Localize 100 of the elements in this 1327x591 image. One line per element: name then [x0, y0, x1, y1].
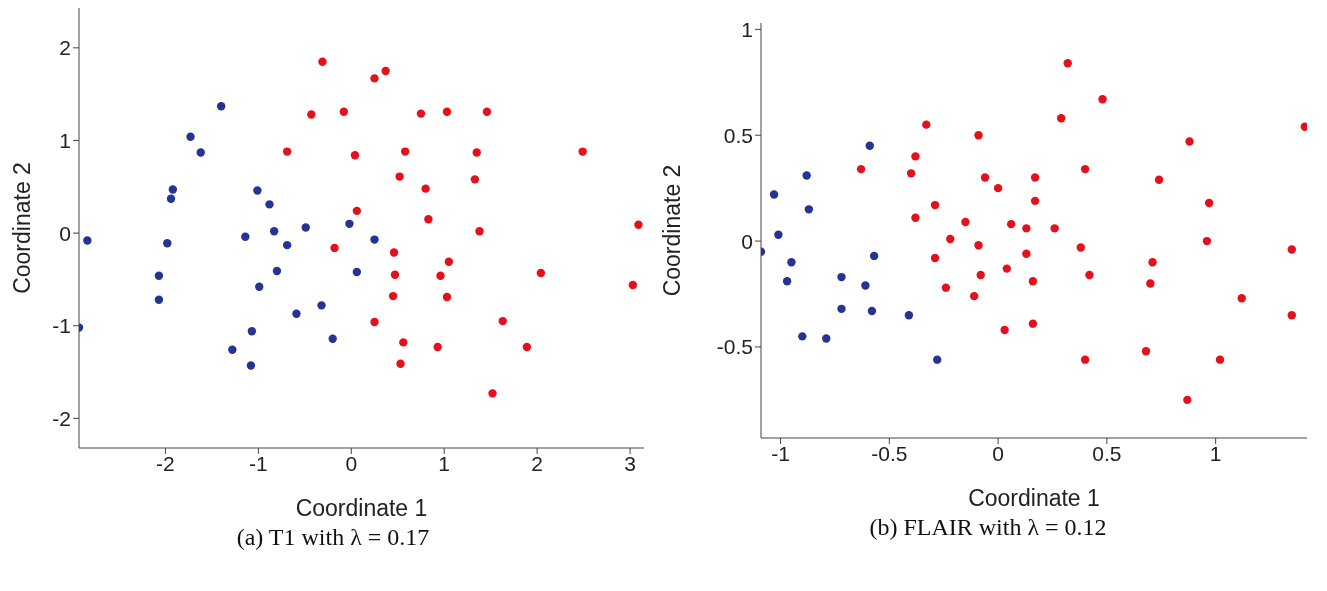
point: [1287, 245, 1296, 254]
point: [247, 327, 257, 336]
point: [1287, 310, 1296, 320]
y-tick-label: -1: [52, 314, 71, 338]
point: [381, 66, 390, 76]
point: [352, 267, 362, 277]
point: [922, 120, 931, 129]
point: [933, 355, 942, 364]
point: [930, 200, 940, 210]
point: [488, 389, 497, 398]
point: [475, 227, 484, 236]
point: [782, 277, 792, 286]
point: [1063, 59, 1072, 68]
point: [911, 152, 920, 161]
point: [1000, 325, 1009, 335]
point: [370, 74, 379, 83]
text: (b) FLAIR with λ = 0.12: [869, 514, 1107, 541]
x-axis-title: Coordinate 1: [295, 495, 428, 521]
point: [1215, 355, 1225, 364]
point: [186, 132, 195, 141]
point: [318, 57, 327, 66]
point: [282, 240, 292, 250]
point: [317, 301, 326, 310]
point: [1056, 114, 1066, 123]
point: [969, 291, 979, 301]
point: [1076, 243, 1085, 252]
point: [416, 109, 426, 118]
x-tick-label: -2: [156, 451, 175, 475]
point: [253, 186, 262, 195]
point: [1050, 224, 1059, 233]
point: [436, 271, 445, 280]
point: [345, 219, 354, 229]
point: [941, 283, 951, 292]
point: [166, 194, 176, 204]
point: [536, 268, 546, 278]
point: [83, 236, 92, 245]
point: [869, 251, 879, 261]
point: [822, 334, 831, 343]
point: [482, 107, 492, 116]
point: [352, 206, 362, 216]
x-axis-title: Coordinate 1: [968, 485, 1100, 511]
point: [163, 239, 172, 248]
point: [470, 175, 480, 184]
point: [634, 220, 643, 229]
point: [993, 183, 1003, 193]
point: [424, 215, 433, 224]
point: [1002, 264, 1012, 273]
x-tick-label: 1: [438, 451, 451, 475]
point: [307, 110, 316, 119]
y-tick-label: 0: [59, 221, 71, 245]
point: [1028, 277, 1038, 286]
point: [154, 271, 164, 280]
point: [861, 281, 870, 290]
point: [472, 148, 481, 157]
point: [856, 164, 866, 174]
point: [1202, 236, 1212, 246]
point: [1141, 346, 1151, 356]
y-axis-title: Coordinate 2: [9, 162, 35, 294]
y-axis-title: Coordinate 2: [659, 164, 685, 297]
point: [328, 334, 337, 343]
point: [946, 234, 955, 244]
x-tick-label: 0: [345, 451, 358, 475]
point: [1146, 279, 1155, 288]
point: [1028, 319, 1038, 328]
point: [1098, 95, 1107, 104]
point: [798, 332, 807, 341]
point: [390, 270, 400, 279]
point: [269, 227, 279, 236]
point: [1183, 395, 1192, 405]
point: [1030, 196, 1040, 206]
point: [906, 169, 916, 178]
point: [350, 151, 360, 160]
x-tick-label: 0: [992, 441, 1004, 465]
point: [787, 258, 796, 267]
point: [421, 184, 430, 193]
point: [444, 257, 454, 267]
point: [1300, 122, 1307, 131]
point: [522, 342, 532, 352]
point: [196, 148, 205, 157]
point: [389, 248, 399, 257]
point: [1204, 198, 1214, 208]
point: [837, 272, 846, 282]
point: [1148, 258, 1157, 267]
point: [400, 147, 410, 156]
point: [1022, 224, 1031, 233]
y-tick-label: 1: [59, 128, 71, 152]
point: [1085, 270, 1094, 280]
point: [904, 310, 914, 320]
point: [498, 316, 507, 326]
point: [399, 338, 408, 347]
point: [1022, 249, 1031, 258]
point: [802, 171, 811, 180]
x-tick-label: -1: [249, 451, 268, 475]
point: [339, 107, 349, 116]
point: [370, 235, 379, 244]
x-tick-label: 3: [624, 451, 636, 475]
point: [282, 147, 292, 156]
point: [974, 241, 983, 250]
point: [1080, 164, 1090, 174]
point: [578, 147, 587, 156]
